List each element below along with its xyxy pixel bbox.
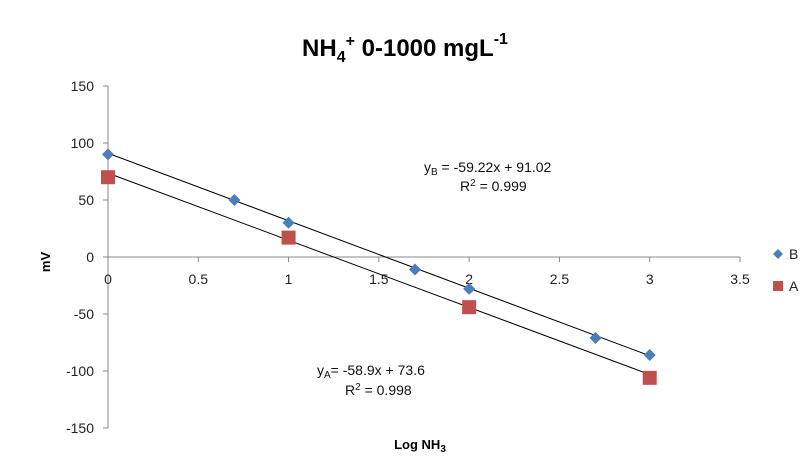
chart-title-prefix: NH: [302, 35, 337, 62]
x-tick-label: 1: [285, 271, 293, 287]
point-b: [102, 148, 114, 161]
point-a: [101, 170, 115, 185]
legend-label-b: B: [789, 246, 798, 262]
x-tick-label: 3.5: [730, 271, 750, 287]
legend-marker-b: [773, 249, 783, 259]
r2-a-sup: 2: [355, 382, 361, 393]
chart-title: NH4+ 0-1000 mgL-1: [302, 31, 508, 66]
r2-a-r: R: [345, 382, 355, 398]
y-tick-label: -150: [66, 420, 94, 436]
equation-a-rest: = -58.9x + 73.6: [331, 362, 425, 378]
r2-b-r: R: [460, 178, 470, 194]
point-b: [408, 263, 421, 276]
x-tick-label: 2: [465, 271, 473, 287]
chart-title-middle: 0-1000 mgL: [355, 35, 494, 62]
equation-label-b: yB = -59.22x + 91.02 R2 = 0.999: [424, 159, 552, 194]
r2-b-sup: 2: [470, 178, 476, 189]
x-tick-label: 0: [104, 271, 112, 287]
y-tick-label: 50: [78, 192, 94, 208]
equation-b-sub: B: [431, 167, 438, 178]
x-tick-label: 1.5: [369, 271, 389, 287]
r2-a-rest: = 0.998: [361, 382, 412, 398]
point-a: [642, 370, 657, 385]
legend-item-b: B: [773, 246, 798, 262]
point-b: [643, 349, 656, 362]
legend: B A: [773, 246, 799, 294]
equation-b-rest: = -59.22x + 91.02: [438, 159, 552, 175]
equation-b-y: y: [424, 159, 431, 175]
x-axis-ticks: 0 0.5 1 1.5 2 2.5 3 3.5: [104, 257, 750, 287]
equation-a-sub: A: [324, 370, 331, 381]
x-axis-title: Log NH3: [394, 437, 446, 455]
legend-marker-a: [773, 281, 783, 291]
chart-title-sub: 4: [337, 49, 346, 66]
y-tick-label: 0: [86, 249, 94, 265]
y-axis-ticks: 150 100 50 0 -50 -100 -150: [66, 78, 108, 436]
x-tick-label: 3: [646, 271, 654, 287]
point-b: [589, 331, 602, 344]
y-tick-label: 150: [71, 78, 95, 94]
legend-label-a: A: [789, 278, 799, 294]
trendlines: [107, 152, 650, 376]
y-tick-label: -100: [66, 363, 94, 379]
x-tick-label: 0.5: [189, 271, 209, 287]
r2-b-rest: = 0.999: [476, 178, 527, 194]
equation-label-a: yA= -58.9x + 73.6 R2 = 0.998: [317, 362, 425, 398]
y-tick-label: 100: [71, 135, 95, 151]
legend-item-a: A: [773, 278, 799, 294]
y-tick-label: -50: [74, 306, 94, 322]
trendline-a: [107, 172, 650, 376]
equation-b: yB = -59.22x + 91.02: [424, 159, 552, 178]
r2-b: R2 = 0.999: [460, 178, 527, 194]
chart-title-sup2: -1: [494, 31, 508, 48]
x-axis-title-prefix: Log NH: [394, 437, 440, 452]
point-b: [282, 216, 295, 229]
x-axis-title-sub: 3: [440, 444, 446, 455]
y-axis-title: mV: [38, 252, 53, 273]
equation-a: yA= -58.9x + 73.6: [317, 362, 425, 381]
point-b: [463, 282, 476, 295]
x-tick-label: 2.5: [550, 271, 570, 287]
trendline-b: [107, 152, 650, 357]
r2-a: R2 = 0.998: [345, 382, 412, 398]
point-a: [462, 300, 477, 315]
point-a: [281, 230, 296, 245]
chart-title-sup: +: [346, 33, 355, 50]
point-b: [228, 194, 241, 206]
data-points: [101, 148, 657, 385]
equation-a-y: y: [317, 362, 324, 378]
